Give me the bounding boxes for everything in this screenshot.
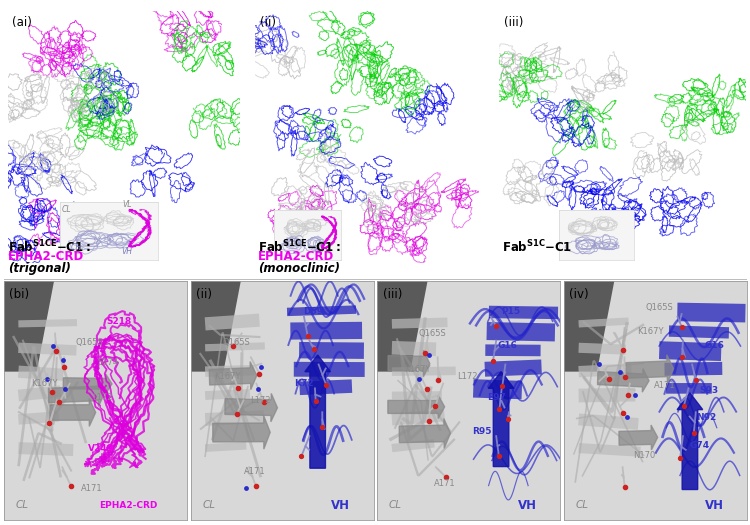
FancyArrow shape (209, 362, 256, 390)
Text: VL: VL (122, 200, 131, 209)
Text: EPHA2-CRD: EPHA2-CRD (258, 250, 334, 263)
FancyArrow shape (225, 393, 278, 422)
Text: N92: N92 (697, 413, 717, 422)
Text: (bi): (bi) (9, 288, 29, 301)
Text: A171: A171 (81, 484, 103, 493)
Text: K167Y: K167Y (214, 372, 240, 381)
FancyArrow shape (50, 398, 96, 426)
Text: A171: A171 (654, 382, 676, 391)
Text: K167Y: K167Y (637, 327, 663, 335)
Polygon shape (374, 276, 428, 372)
FancyArrow shape (619, 425, 658, 450)
FancyArrow shape (304, 355, 331, 468)
Text: A171: A171 (244, 467, 266, 477)
Text: VH: VH (122, 247, 132, 256)
Text: S218: S218 (106, 317, 132, 326)
FancyArrow shape (388, 350, 430, 377)
FancyArrow shape (399, 418, 451, 448)
Text: (ai): (ai) (12, 16, 32, 28)
Text: Q165S: Q165S (645, 302, 673, 312)
Text: $\mathbf{Fab}^{\mathbf{S1C}}$$\mathbf{-C1}$: $\mathbf{Fab}^{\mathbf{S1C}}$$\mathbf{-C… (502, 239, 572, 255)
Text: (iv): (iv) (569, 288, 589, 301)
FancyArrow shape (488, 372, 514, 467)
Text: VH: VH (704, 499, 724, 512)
FancyArrow shape (49, 381, 104, 406)
Text: L172: L172 (457, 372, 477, 381)
Text: Q165S: Q165S (222, 339, 250, 348)
FancyArrow shape (213, 416, 270, 449)
Text: $\mathbf{Fab}^{\mathbf{S1CE}}$$\mathbf{-C1:}$: $\mathbf{Fab}^{\mathbf{S1CE}}$$\mathbf{-… (258, 239, 340, 255)
Text: G16: G16 (497, 341, 517, 350)
Text: K72: K72 (294, 379, 314, 388)
Text: G16: G16 (704, 341, 724, 350)
Text: N170: N170 (634, 451, 656, 460)
Text: Q165S: Q165S (419, 329, 446, 338)
FancyArrow shape (598, 369, 649, 392)
Text: VH: VH (518, 499, 537, 512)
Text: CH: CH (71, 243, 82, 252)
Text: CL: CL (576, 500, 589, 510)
Text: (monoclinic): (monoclinic) (258, 262, 340, 275)
FancyArrow shape (626, 355, 674, 383)
Text: L172: L172 (250, 396, 270, 405)
Text: K167Y: K167Y (404, 365, 430, 374)
Polygon shape (560, 276, 615, 372)
Text: CL: CL (202, 500, 215, 510)
Text: (ii): (ii) (260, 16, 276, 28)
Text: S174: S174 (98, 358, 118, 366)
Text: R95: R95 (472, 427, 491, 436)
Text: VH: VH (331, 499, 350, 512)
Text: K167Y: K167Y (31, 379, 57, 388)
Polygon shape (187, 276, 242, 372)
Text: EPHA2-CRD: EPHA2-CRD (8, 250, 85, 263)
Text: (iii): (iii) (382, 288, 402, 301)
Text: E97: E97 (487, 393, 506, 403)
Text: EPHA2-CRD: EPHA2-CRD (99, 501, 158, 510)
FancyArrow shape (63, 374, 112, 394)
Text: $\mathbf{Fab}^{\mathbf{S1CE}}$$\mathbf{-C1:}$: $\mathbf{Fab}^{\mathbf{S1CE}}$$\mathbf{-… (8, 239, 91, 255)
Text: CL: CL (62, 205, 71, 214)
FancyArrow shape (677, 393, 703, 489)
Polygon shape (0, 276, 55, 372)
Text: (iii): (iii) (504, 16, 523, 28)
Text: V249: V249 (88, 444, 114, 453)
Text: (ii): (ii) (196, 288, 212, 301)
Text: Q165S: Q165S (76, 339, 104, 348)
Text: L172: L172 (92, 393, 112, 403)
Text: CL: CL (389, 500, 402, 510)
Text: A171: A171 (434, 479, 456, 488)
FancyArrow shape (388, 395, 445, 418)
Text: S93: S93 (699, 386, 718, 395)
Text: CL: CL (16, 500, 28, 510)
Text: D69: D69 (303, 308, 323, 317)
Text: G74: G74 (689, 441, 709, 450)
Text: P15: P15 (501, 308, 520, 317)
Text: (trigonal): (trigonal) (8, 262, 71, 275)
